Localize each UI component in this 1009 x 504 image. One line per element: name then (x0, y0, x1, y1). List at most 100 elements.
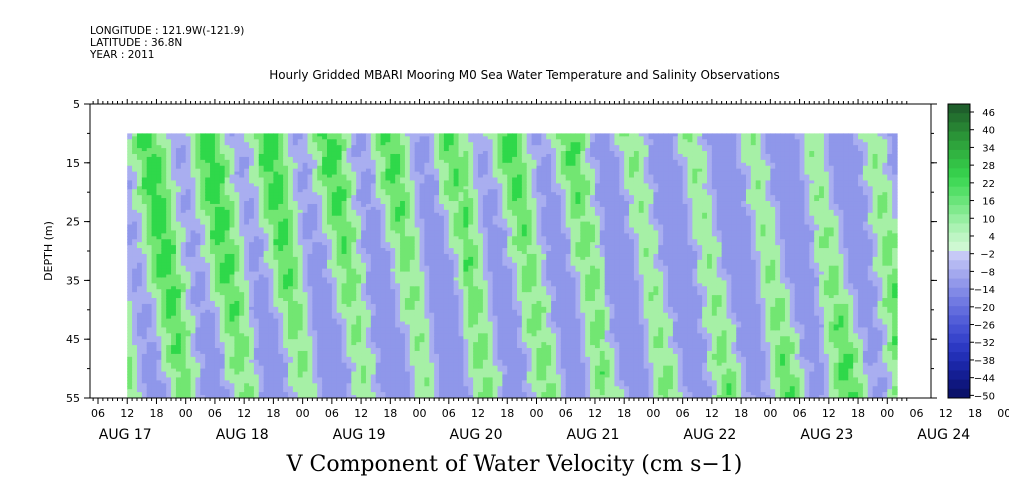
heatmap-cell (380, 324, 387, 329)
heatmap-cell (346, 383, 352, 387)
heatmap-cell (288, 359, 294, 364)
heatmap-cell (180, 251, 187, 255)
heatmap-cell (253, 198, 260, 202)
heatmap-cell (185, 383, 192, 387)
heatmap-cell (205, 303, 211, 308)
heatmap-cell (351, 183, 357, 187)
heatmap-cell (205, 227, 211, 232)
heatmap-cell (370, 345, 377, 349)
heatmap-cell (136, 212, 143, 217)
heatmap-cell (161, 142, 167, 146)
heatmap-cell (317, 286, 323, 290)
heatmap-cell (253, 248, 260, 252)
heatmap-cell (322, 248, 328, 252)
heatmap-cell (175, 162, 182, 167)
heatmap-cell (249, 300, 255, 305)
heatmap-cell (385, 242, 391, 246)
heatmap-cell (229, 218, 236, 223)
heatmap-cell (361, 153, 367, 158)
heatmap-cell (175, 174, 182, 179)
heatmap-cell (390, 303, 396, 308)
heatmap-cell (312, 201, 318, 205)
heatmap-cell (156, 248, 162, 252)
heatmap-cell (151, 201, 158, 205)
heatmap-cell (127, 321, 133, 326)
heatmap-cell (390, 356, 396, 361)
heatmap-cell (249, 165, 255, 170)
heatmap-cell (365, 230, 372, 234)
heatmap-cell (190, 377, 197, 381)
heatmap-cell (175, 350, 182, 355)
heatmap-cell (136, 156, 143, 161)
heatmap-cell (307, 353, 313, 358)
heatmap-cell (331, 253, 338, 258)
heatmap-cell (356, 389, 362, 393)
heatmap-cell (253, 227, 260, 232)
heatmap-cell (273, 345, 279, 349)
heatmap-cell (175, 133, 182, 137)
heatmap-cell (268, 168, 274, 173)
heatmap-cell (249, 303, 255, 308)
heatmap-cell (175, 377, 182, 381)
heatmap-cell (249, 159, 255, 164)
heatmap-cell (171, 174, 177, 179)
heatmap-cell (258, 277, 265, 281)
heatmap-cell (224, 171, 231, 176)
heatmap-cell (322, 295, 328, 299)
heatmap-cell (253, 312, 260, 317)
heatmap-cell (127, 315, 133, 320)
heatmap-cell (375, 345, 382, 349)
heatmap-cell (141, 277, 148, 281)
heatmap-cell (190, 268, 197, 273)
heatmap-cell (356, 383, 362, 387)
heatmap-cell (341, 389, 348, 393)
heatmap-cell (200, 245, 206, 249)
heatmap-cell (190, 239, 197, 243)
heatmap-cell (375, 374, 382, 379)
heatmap-cell (317, 365, 323, 370)
heatmap-cell (171, 221, 177, 226)
heatmap-cell (385, 348, 391, 352)
heatmap-cell (370, 336, 377, 340)
heatmap-cell (365, 236, 372, 240)
heatmap-cell (370, 286, 377, 290)
heatmap-cell (390, 253, 396, 258)
heatmap-cell (200, 389, 206, 393)
heatmap-cell (317, 133, 323, 137)
heatmap-cell (375, 168, 382, 173)
heatmap-cell (234, 324, 240, 329)
heatmap-cell (336, 221, 343, 226)
heatmap-cell (322, 230, 328, 234)
heatmap-cell (361, 165, 367, 170)
heatmap-cell (195, 153, 201, 158)
heatmap-cell (171, 256, 177, 261)
heatmap-cell (370, 177, 377, 182)
heatmap-cell (229, 242, 236, 246)
heatmap-cell (351, 171, 357, 176)
heatmap-cell (219, 206, 226, 211)
heatmap-cell (331, 142, 338, 146)
heatmap-cell (141, 212, 148, 217)
heatmap-cell (171, 171, 177, 176)
heatmap-cell (244, 262, 250, 267)
heatmap-cell (151, 348, 158, 352)
heatmap-cell (351, 151, 357, 155)
heatmap-cell (351, 303, 357, 308)
heatmap-cell (244, 186, 250, 190)
heatmap-cell (205, 309, 211, 314)
heatmap-cell (151, 312, 158, 317)
heatmap-cell (365, 315, 372, 320)
heatmap-cell (312, 277, 318, 281)
heatmap-cell (229, 283, 236, 287)
heatmap-cell (219, 342, 226, 346)
heatmap-cell (136, 230, 143, 234)
heatmap-cell (312, 209, 318, 214)
heatmap-cell (156, 386, 162, 390)
heatmap-cell (146, 321, 153, 326)
heatmap-cell (141, 165, 148, 170)
heatmap-cell (161, 395, 167, 398)
heatmap-cell (370, 253, 377, 258)
heatmap-cell (331, 368, 338, 373)
heatmap-cell (390, 333, 396, 337)
heatmap-cell (356, 345, 362, 349)
